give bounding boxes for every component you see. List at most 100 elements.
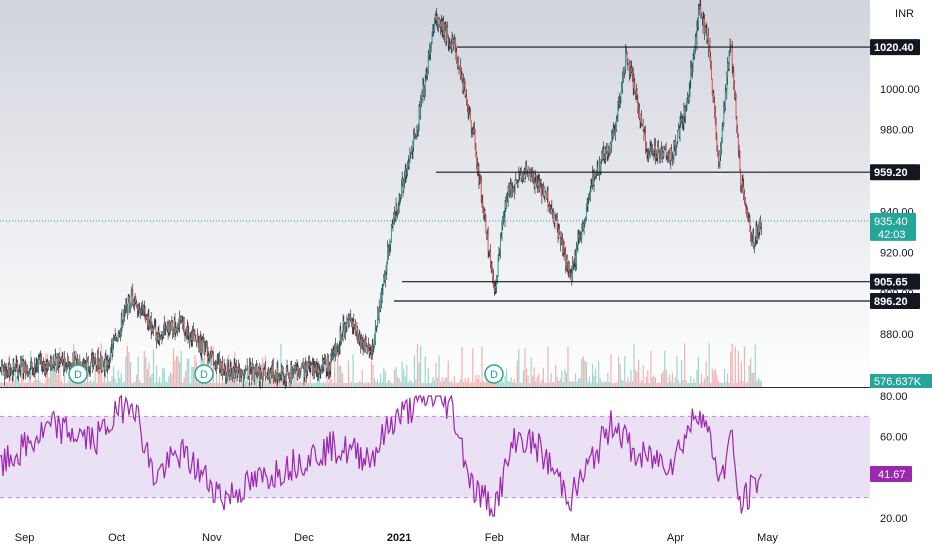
- candle-body: [481, 199, 483, 201]
- candle-body: [609, 142, 611, 149]
- volume-bar: [358, 381, 360, 387]
- price-axis[interactable]: [870, 0, 932, 387]
- volume-bar: [0, 382, 3, 387]
- volume-bar: [300, 381, 302, 387]
- candle-body: [748, 217, 750, 219]
- candle-body: [602, 153, 604, 159]
- volume-bar: [413, 355, 416, 387]
- volume-bar: [157, 382, 159, 387]
- volume-bar: [489, 379, 491, 387]
- rsi-axis[interactable]: [870, 388, 932, 525]
- candle-body: [620, 92, 622, 99]
- candle-body: [256, 365, 258, 377]
- candle-body: [47, 362, 49, 369]
- candle-body: [199, 336, 201, 353]
- candle-body: [607, 146, 609, 156]
- volume-bar: [137, 356, 139, 387]
- candle-body: [147, 315, 149, 325]
- volume-bar: [702, 382, 704, 387]
- volume-bar: [88, 381, 90, 387]
- candle-body: [43, 361, 45, 369]
- candle-body: [191, 332, 193, 341]
- candle-body: [566, 258, 568, 269]
- candle-body: [611, 134, 613, 136]
- volume-bar: [420, 345, 422, 387]
- candle-body: [136, 302, 138, 307]
- volume-bar: [621, 379, 623, 387]
- volume-bar: [323, 381, 325, 387]
- candle-body: [127, 296, 129, 315]
- candle-body: [678, 128, 680, 137]
- candle-body: [305, 368, 307, 375]
- candle-body: [659, 156, 661, 158]
- volume-bar: [119, 377, 121, 387]
- candle-body: [596, 166, 598, 172]
- candle-body: [367, 345, 369, 350]
- candle-body: [56, 357, 58, 368]
- volume-bar: [363, 382, 365, 387]
- volume-bar: [430, 382, 432, 387]
- volume-bar: [53, 367, 55, 387]
- candle-body: [605, 150, 607, 152]
- candle-body: [176, 323, 178, 331]
- candle-body: [469, 111, 471, 113]
- volume-bar: [335, 382, 337, 387]
- candle-body: [617, 103, 619, 119]
- candle-body: [10, 369, 12, 371]
- volume-bar: [380, 373, 382, 387]
- candle-body: [376, 325, 378, 327]
- candle-body: [388, 252, 390, 256]
- candle-body: [230, 366, 232, 374]
- candle-body: [212, 352, 214, 362]
- candle-body: [396, 205, 398, 211]
- volume-bar: [418, 362, 420, 387]
- candle-body: [324, 358, 326, 361]
- candle-body: [505, 201, 507, 208]
- volume-bar: [109, 381, 112, 387]
- candle-body: [190, 338, 192, 341]
- volume-bar: [361, 369, 363, 387]
- candle-body: [381, 291, 383, 301]
- volume-bar: [578, 377, 580, 387]
- candle-body: [168, 321, 170, 333]
- candle-body: [19, 370, 21, 372]
- candle-body: [501, 225, 503, 236]
- volume-bar: [722, 382, 724, 387]
- volume-bar: [254, 382, 256, 387]
- candle-body: [450, 43, 452, 49]
- candle-body: [236, 367, 238, 376]
- candle-body: [559, 232, 561, 245]
- candle-body: [730, 39, 732, 46]
- volume-bar: [248, 382, 250, 387]
- candle-body: [608, 146, 610, 153]
- candle-body: [247, 366, 249, 378]
- volume-bar: [263, 380, 265, 387]
- candle-body: [27, 370, 29, 372]
- candle-body: [674, 141, 676, 148]
- candle-body: [701, 16, 703, 19]
- candle-body: [233, 363, 235, 378]
- volume-bar: [424, 356, 426, 387]
- candle-body: [664, 147, 666, 149]
- candle-body: [494, 286, 496, 292]
- candle-body: [145, 318, 147, 321]
- candle-body: [709, 45, 711, 57]
- time-axis[interactable]: [0, 525, 870, 550]
- price-pane[interactable]: [0, 0, 870, 387]
- candle-body: [226, 363, 228, 378]
- volume-bar: [177, 357, 179, 387]
- rsi-tick-label: 60.00: [880, 432, 908, 444]
- candle-body: [498, 250, 500, 260]
- candle-body: [563, 244, 565, 253]
- volume-bar: [93, 380, 95, 387]
- candle-body: [258, 369, 260, 374]
- volume-bar: [33, 380, 35, 387]
- volume-bar: [673, 382, 675, 387]
- volume-bar: [708, 343, 710, 387]
- candle-body: [411, 148, 413, 152]
- candle-body: [452, 37, 454, 44]
- candle-body: [599, 161, 601, 172]
- volume-bar: [452, 382, 454, 387]
- candle-body: [728, 51, 730, 69]
